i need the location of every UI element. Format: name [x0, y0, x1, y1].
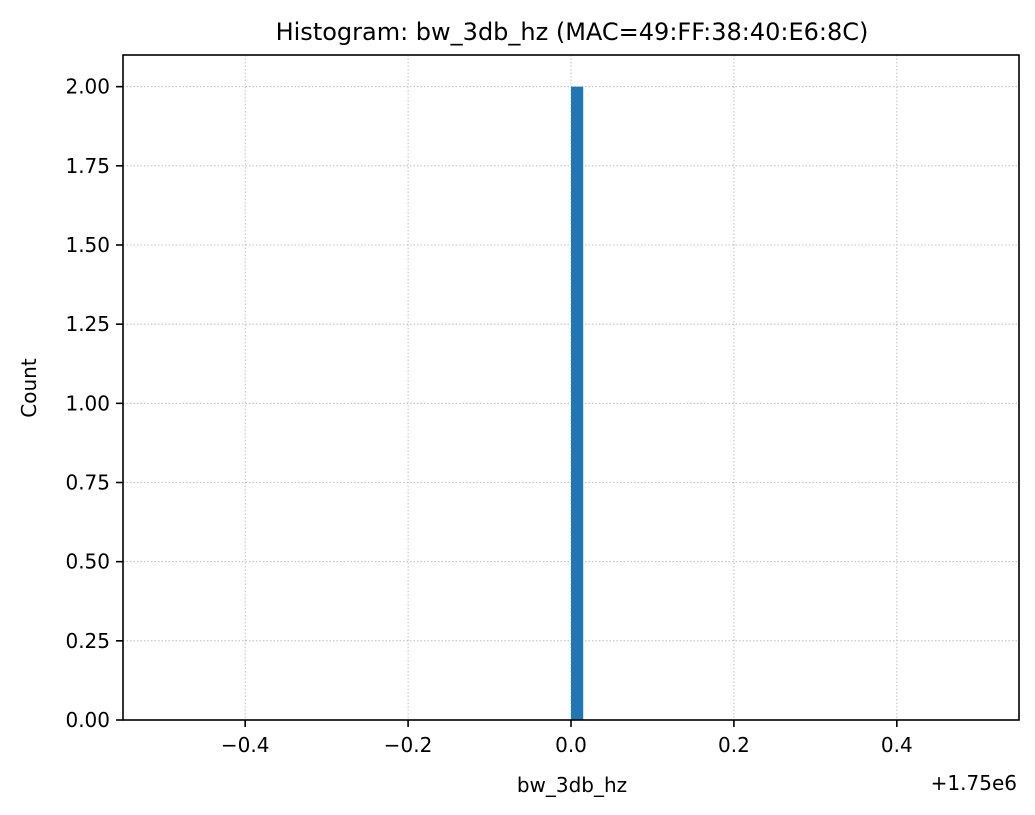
- y-tick-label: 2.00: [65, 75, 110, 99]
- x-tick-label: −0.2: [384, 733, 433, 757]
- y-tick-label: 1.75: [65, 154, 110, 178]
- bars: [571, 86, 584, 720]
- y-tick-label: 0.00: [65, 708, 110, 732]
- y-axis-label: Count: [17, 358, 41, 418]
- y-tick-label: 0.25: [65, 629, 110, 653]
- x-axis-offset-label: +1.75e6: [931, 771, 1017, 795]
- x-tick-label: 0.4: [881, 733, 913, 757]
- chart-title: Histogram: bw_3db_hz (MAC=49:FF:38:40:E6…: [276, 18, 869, 46]
- y-tick-label: 0.50: [65, 550, 110, 574]
- x-tick-label: 0.0: [555, 733, 587, 757]
- x-axis-label: bw_3db_hz: [517, 773, 627, 797]
- y-tick-label: 1.25: [65, 312, 110, 336]
- y-tick-label: 1.00: [65, 391, 110, 415]
- histogram-bar: [571, 86, 584, 720]
- x-tick-label: 0.2: [718, 733, 750, 757]
- x-axis-ticks: −0.4 −0.2 0.0 0.2 0.4: [221, 720, 913, 757]
- y-tick-label: 0.75: [65, 471, 110, 495]
- y-axis-ticks: 0.00 0.25 0.50 0.75 1.00 1.25 1.50 1.75 2.00: [65, 75, 123, 732]
- y-tick-label: 1.50: [65, 233, 110, 257]
- x-tick-label: −0.4: [221, 733, 270, 757]
